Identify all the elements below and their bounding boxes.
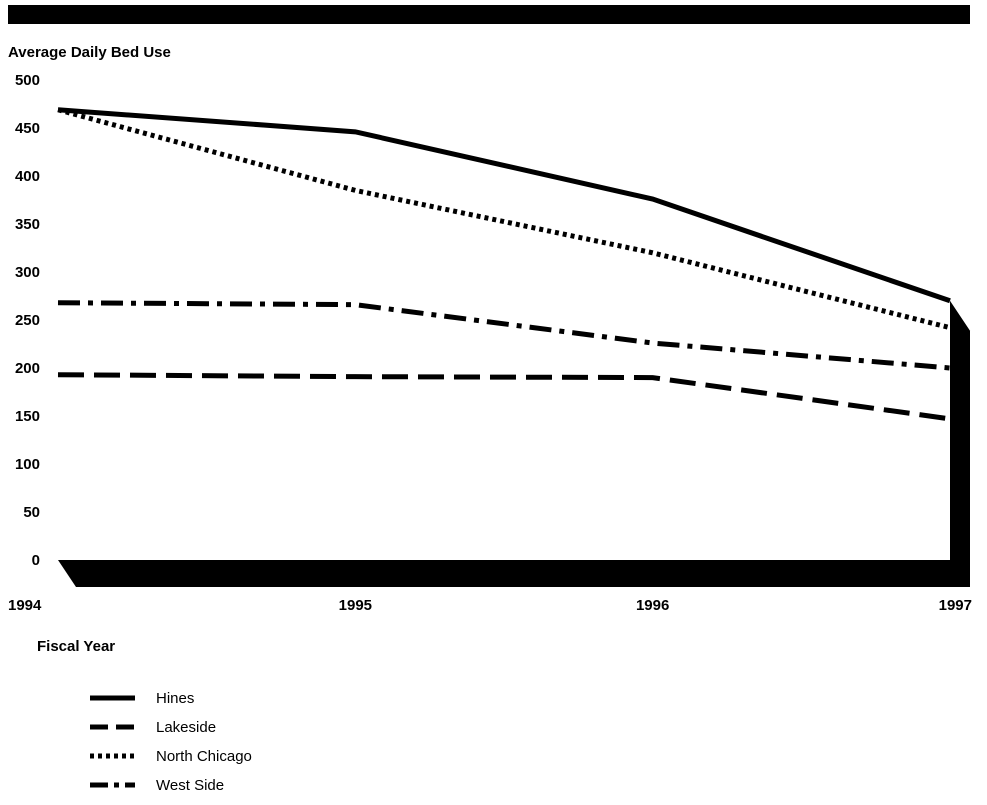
y-ticks: 0 50 100 150 200 250 300 350 400 450 500 <box>15 72 40 569</box>
y-tick-label: 100 <box>15 456 40 473</box>
legend-label: Lakeside <box>156 719 216 736</box>
y-tick-label: 250 <box>15 312 40 329</box>
series-line-west-side <box>57 300 951 371</box>
legend-label: North Chicago <box>156 748 252 765</box>
y-tick-label: 300 <box>15 264 40 281</box>
x-tick-label: 1995 <box>339 597 372 614</box>
y-tick-label: 50 <box>23 504 40 521</box>
y-tick-label: 450 <box>15 120 40 137</box>
x-tick-label: 1994 <box>8 597 42 614</box>
plot-right-wall <box>950 300 970 587</box>
legend-label: Hines <box>156 690 194 707</box>
y-tick-label: 400 <box>15 168 40 185</box>
x-axis-label: Fiscal Year <box>37 638 115 655</box>
y-axis-label: Average Daily Bed Use <box>8 44 171 61</box>
series-line-lakeside <box>57 372 951 422</box>
x-tick-label: 1997 <box>939 597 972 614</box>
legend-label: West Side <box>156 777 224 794</box>
y-tick-label: 350 <box>15 216 40 233</box>
y-tick-label: 150 <box>15 408 40 425</box>
y-tick-label: 200 <box>15 360 40 377</box>
x-tick-label: 1996 <box>636 597 669 614</box>
y-tick-label: 500 <box>15 72 40 89</box>
top-bar <box>8 5 970 24</box>
legend: Hines Lakeside North Chicago West Side <box>90 690 252 794</box>
series-lines <box>57 107 951 422</box>
plot-floor <box>58 560 970 587</box>
series-line-north-chicago <box>57 107 951 331</box>
x-ticks: 1994 1995 1996 1997 <box>8 597 972 614</box>
y-tick-label: 0 <box>32 552 40 569</box>
series-line-hines <box>57 107 951 304</box>
